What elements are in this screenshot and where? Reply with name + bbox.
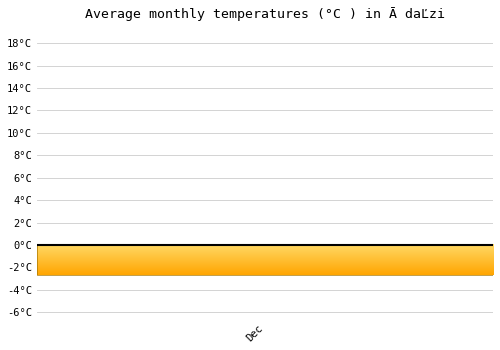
Title: Average monthly temperatures (°C ) in Ā daĽzi: Average monthly temperatures (°C ) in Ā …	[85, 7, 445, 21]
Bar	[37, 245, 493, 275]
